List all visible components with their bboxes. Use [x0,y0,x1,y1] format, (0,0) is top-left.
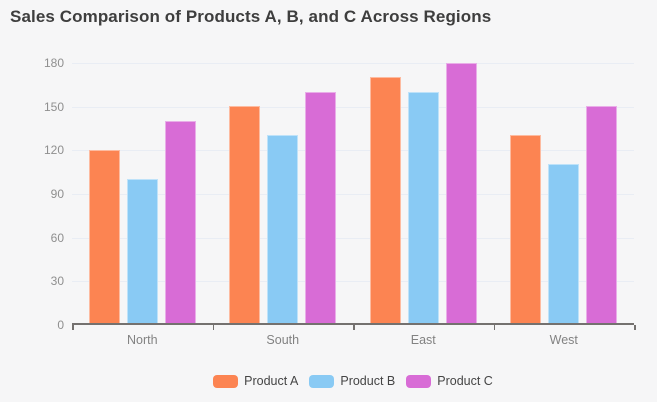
x-axis-tick [212,325,214,330]
bar-product-a-east [369,77,401,323]
legend-swatch-product-a [213,374,239,388]
x-tick-label-south: South [266,333,300,347]
bar-group-east [353,63,494,323]
x-tick-label-north: North [126,333,158,347]
legend-item-product-a[interactable]: Product A [213,374,298,388]
x-axis-tick [493,325,495,330]
y-tick-label-150: 150 [43,99,64,114]
legend-item-product-c[interactable]: Product C [406,374,493,388]
y-tick-label-30: 30 [50,274,64,289]
x-axis-tick [634,325,636,330]
bar-product-b-north [126,178,158,323]
bar-product-c-east [445,63,477,323]
legend: Product A Product B Product C [72,374,634,388]
gridline-120 [72,150,634,152]
bar-product-a-west [510,135,542,323]
bar-groups [72,63,634,323]
y-tick-label-60: 60 [50,230,64,245]
bar-product-c-north [164,120,196,323]
x-axis-tick [72,325,74,330]
chart-title: Sales Comparison of Products A, B, and C… [10,7,492,26]
bar-product-c-west [586,106,618,323]
bar-product-b-west [548,164,580,323]
legend-label-product-b: Product B [340,374,396,388]
gridline-150 [72,106,634,108]
y-tick-label-180: 180 [43,56,64,70]
legend-item-product-b[interactable]: Product B [309,374,395,388]
bar-group-west [494,63,635,323]
gridline-90 [72,194,634,195]
x-axis-tick [353,325,355,330]
y-tick-label-90: 90 [50,187,64,201]
bar-group-north [72,63,213,323]
bar-product-a-north [88,149,120,323]
bar-product-a-south [229,106,261,323]
plot-area [72,63,634,325]
bar-product-b-south [267,135,299,323]
x-tick-label-west: West [549,333,578,347]
legend-label-product-a: Product A [244,374,299,388]
gridline-30 [72,281,634,283]
gridline-60 [72,237,634,239]
legend-label-product-c: Product C [437,374,493,388]
bar-product-b-east [407,91,439,323]
x-tick-label-east: East [410,333,436,347]
gridline-180 [72,63,634,64]
legend-swatch-product-b [309,374,335,388]
y-tick-label-0: 0 [57,318,64,332]
legend-swatch-product-c [406,374,432,388]
y-axis: 0 30 60 90 120 150 180 [0,56,64,332]
bar-group-south [213,63,354,323]
bar-product-c-south [305,91,337,323]
y-tick-label-120: 120 [43,143,64,158]
